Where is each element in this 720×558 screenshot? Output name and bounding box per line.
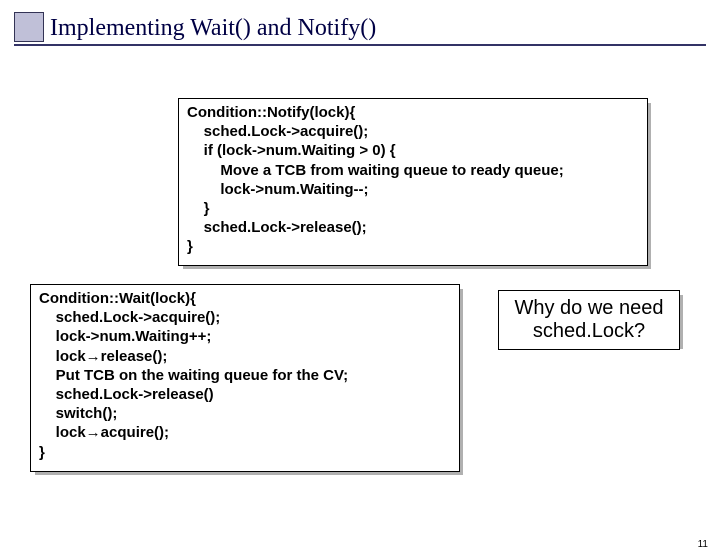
notify-code: Condition::Notify(lock){ sched.Lock->acq…: [179, 99, 647, 257]
title-square-icon: [14, 12, 44, 42]
wait-code: Condition::Wait(lock){ sched.Lock->acqui…: [31, 285, 459, 462]
notify-code-box: Condition::Notify(lock){ sched.Lock->acq…: [178, 98, 648, 266]
wait-code-box: Condition::Wait(lock){ sched.Lock->acqui…: [30, 284, 460, 472]
page-title: Implementing Wait() and Notify(): [50, 15, 376, 42]
title-underline: [14, 44, 706, 46]
callout-box: Why do we need sched.Lock?: [498, 290, 680, 350]
page-number: 11: [698, 539, 708, 550]
callout-line1: Why do we need: [509, 297, 669, 320]
callout-line2: sched.Lock?: [509, 320, 669, 343]
